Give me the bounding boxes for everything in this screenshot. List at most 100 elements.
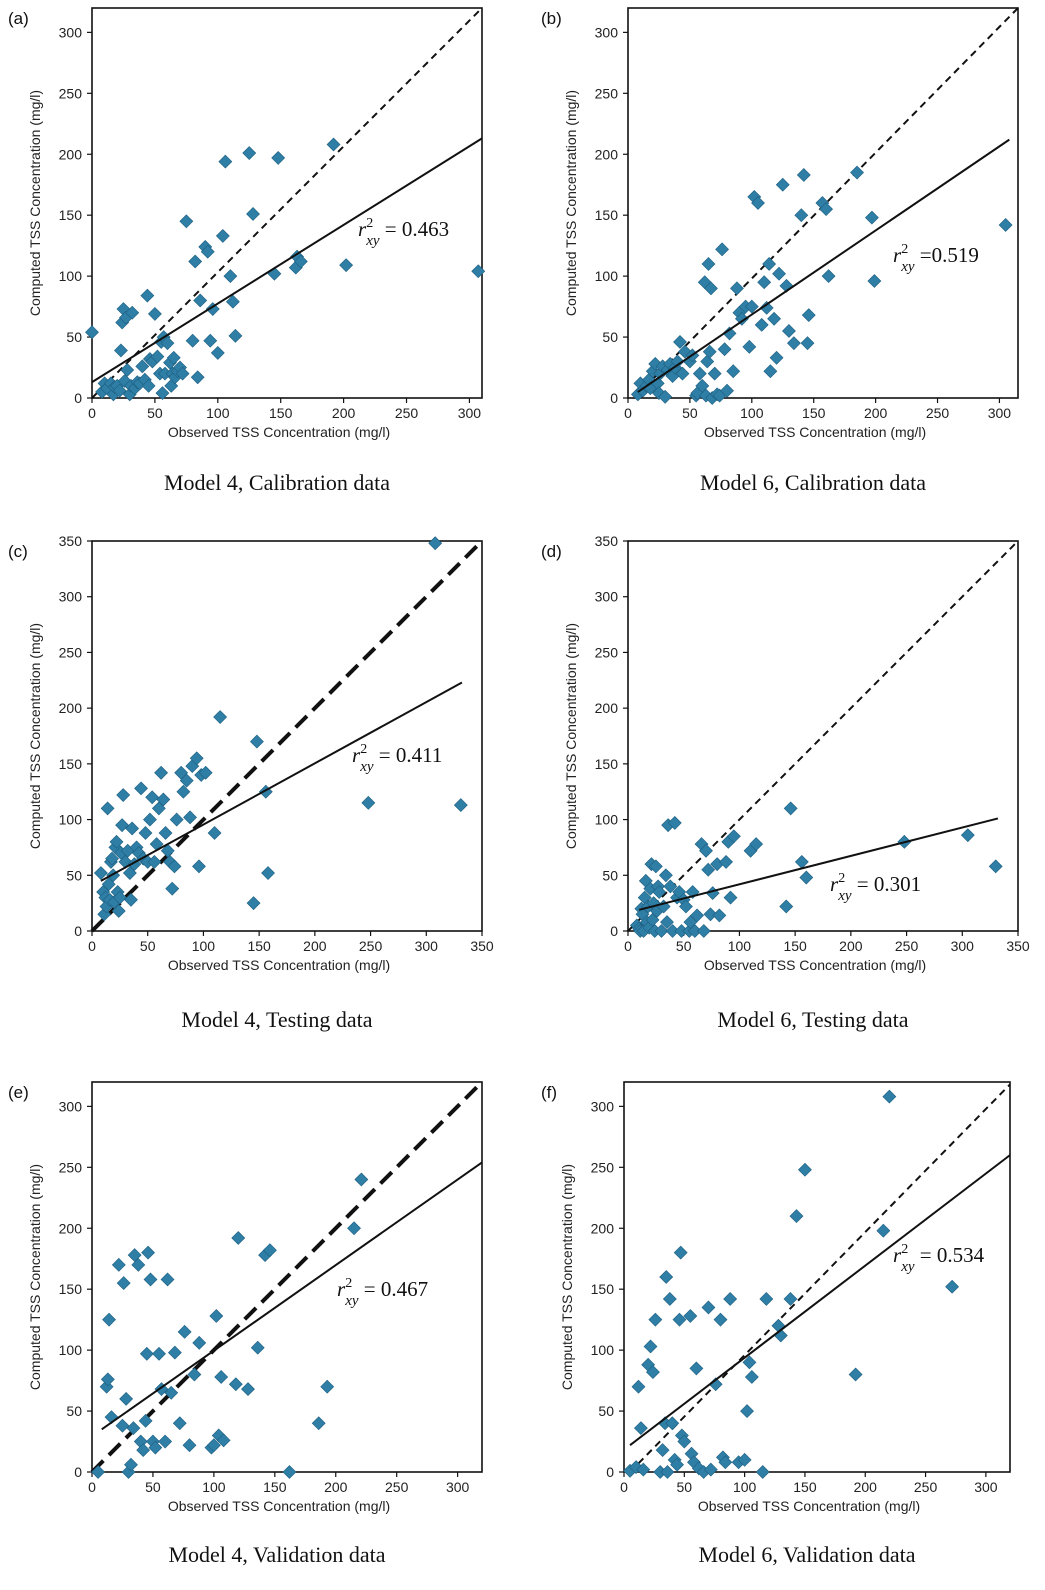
y-tick-label: 250 bbox=[595, 85, 619, 101]
data-point bbox=[320, 1379, 335, 1394]
data-point bbox=[188, 254, 203, 269]
plot-frame bbox=[91, 540, 483, 932]
data-point bbox=[148, 1440, 163, 1455]
data-point bbox=[633, 1421, 648, 1436]
x-tick-label: 0 bbox=[624, 405, 632, 421]
data-point bbox=[282, 1465, 297, 1479]
data-point bbox=[85, 325, 99, 340]
regression-line bbox=[101, 1161, 483, 1431]
data-point bbox=[200, 244, 215, 259]
y-axis-label: Computed TSS Concentration (mg/l) bbox=[563, 90, 579, 316]
r-squared-label: r2 xy = 0.301 bbox=[830, 871, 921, 904]
y-tick-label: 50 bbox=[66, 867, 82, 883]
data-point bbox=[166, 350, 181, 365]
data-point bbox=[154, 765, 169, 780]
data-point bbox=[712, 908, 727, 923]
data-point bbox=[116, 1276, 131, 1291]
x-tick-label: 200 bbox=[324, 1479, 348, 1495]
panel-label: (e) bbox=[8, 1083, 29, 1102]
data-point bbox=[192, 1335, 207, 1350]
panel-caption: Model 6, Testing data bbox=[717, 1007, 908, 1032]
data-point bbox=[821, 269, 836, 284]
data-point bbox=[726, 364, 741, 379]
data-point bbox=[147, 854, 162, 869]
data-point bbox=[675, 366, 690, 381]
data-point bbox=[660, 915, 674, 930]
data-point bbox=[667, 815, 682, 830]
y-tick-label: 300 bbox=[595, 589, 619, 605]
data-point bbox=[636, 1462, 651, 1477]
data-point bbox=[246, 896, 261, 911]
data-point bbox=[794, 208, 809, 223]
data-point bbox=[91, 1465, 106, 1479]
data-point bbox=[140, 288, 155, 303]
data-point bbox=[663, 879, 678, 894]
data-point bbox=[689, 1361, 704, 1376]
data-point bbox=[326, 137, 341, 152]
data-point bbox=[145, 790, 160, 805]
y-tick-label: 250 bbox=[59, 1159, 83, 1175]
data-point bbox=[726, 829, 741, 844]
data-point bbox=[696, 924, 711, 938]
data-point bbox=[138, 1413, 153, 1428]
data-point bbox=[665, 1416, 680, 1431]
data-point bbox=[648, 1312, 663, 1327]
data-point bbox=[734, 311, 749, 326]
data-point bbox=[111, 904, 126, 918]
data-point bbox=[672, 1312, 687, 1327]
data-point bbox=[223, 269, 238, 284]
y-tick-label: 0 bbox=[606, 1464, 614, 1480]
data-point bbox=[160, 1272, 175, 1287]
data-point bbox=[190, 370, 205, 385]
data-point bbox=[789, 1209, 804, 1223]
data-point bbox=[779, 899, 794, 914]
plot-frame bbox=[623, 1081, 1011, 1473]
panel-label: (f) bbox=[541, 1083, 557, 1102]
data-point bbox=[192, 859, 206, 874]
x-tick-label: 100 bbox=[733, 1479, 757, 1495]
y-axis-label: Computed TSS Concentration (mg/l) bbox=[27, 1164, 43, 1390]
data-point bbox=[754, 317, 769, 332]
x-tick-label: 250 bbox=[895, 938, 919, 954]
y-tick-label: 100 bbox=[59, 1342, 83, 1358]
x-axis-label: Observed TSS Concentration (mg/l) bbox=[704, 424, 926, 440]
data-point bbox=[703, 907, 718, 922]
data-point bbox=[742, 1355, 757, 1370]
data-point bbox=[800, 336, 815, 351]
data-point bbox=[311, 1416, 326, 1431]
x-tick-label: 150 bbox=[263, 1479, 287, 1495]
data-point bbox=[177, 1324, 192, 1339]
data-point bbox=[782, 324, 796, 338]
data-point bbox=[783, 1292, 798, 1306]
one-to-one-line bbox=[629, 1083, 1011, 1473]
data-point bbox=[723, 890, 738, 905]
data-point bbox=[701, 1300, 716, 1315]
one-to-one-line bbox=[90, 1080, 484, 1474]
data-point bbox=[141, 378, 156, 393]
data-point bbox=[231, 1231, 246, 1245]
data-point bbox=[124, 1457, 138, 1472]
chart-panel: 0 50 100 150 200 250 300 350 0 50 100 150 200 250 300 3… bbox=[541, 533, 1030, 1032]
data-point bbox=[167, 859, 182, 874]
x-tick-label: 150 bbox=[783, 938, 807, 954]
y-tick-label: 50 bbox=[66, 329, 82, 345]
data-point bbox=[225, 294, 240, 309]
data-point bbox=[158, 1434, 173, 1449]
data-point bbox=[115, 1418, 130, 1433]
data-point bbox=[214, 1370, 229, 1384]
data-point bbox=[120, 363, 135, 377]
data-point bbox=[673, 335, 687, 349]
y-tick-label: 250 bbox=[595, 644, 619, 660]
data-point bbox=[185, 333, 200, 348]
data-point bbox=[988, 859, 1003, 874]
data-point bbox=[139, 1346, 154, 1361]
x-tick-label: 250 bbox=[385, 1479, 409, 1495]
x-tick-label: 300 bbox=[951, 938, 975, 954]
x-tick-label: 300 bbox=[988, 405, 1012, 421]
data-point bbox=[757, 275, 772, 290]
data-point bbox=[715, 242, 730, 257]
data-point bbox=[648, 859, 663, 874]
data-point bbox=[261, 866, 275, 880]
data-point bbox=[998, 218, 1013, 232]
data-point bbox=[769, 350, 784, 365]
